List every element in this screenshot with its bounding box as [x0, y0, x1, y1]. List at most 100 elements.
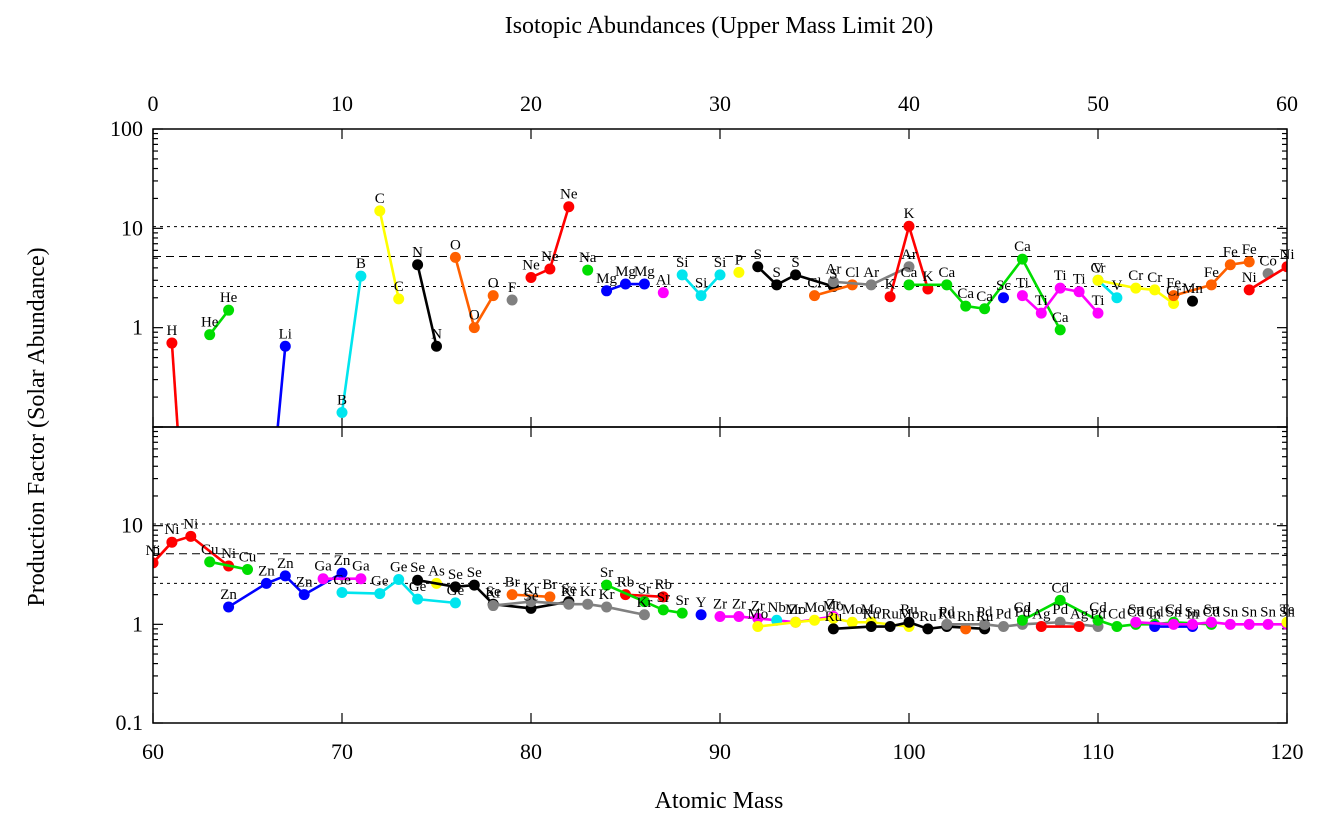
point-label: Ti: [1035, 293, 1048, 309]
point-label: Kr: [523, 582, 539, 598]
data-point: [941, 279, 953, 291]
point-label: Zr: [789, 602, 803, 618]
data-point: [487, 600, 499, 612]
point-label: Ru: [919, 609, 937, 625]
series-line: [378, 210, 400, 300]
data-point: [487, 290, 499, 302]
point-label: Li: [279, 326, 292, 342]
data-point: [374, 588, 386, 600]
data-point: [166, 536, 178, 548]
point-label: He: [220, 290, 238, 306]
data-point: [317, 573, 329, 585]
series-line: [606, 583, 683, 615]
point-label: Mo: [804, 600, 825, 616]
point-label: Zn: [220, 587, 237, 603]
data-point: [1016, 290, 1028, 302]
point-label: N: [431, 326, 442, 342]
point-label: Pd: [996, 607, 1012, 623]
point-label: Br: [505, 575, 520, 591]
data-point: [752, 621, 764, 633]
data-point: [412, 593, 424, 605]
data-point: [412, 574, 424, 586]
point-label: Ti: [1016, 276, 1029, 292]
point-label: Si: [676, 255, 689, 271]
point-label: Si: [695, 276, 708, 292]
point-label: He: [201, 315, 219, 331]
point-label: Kr: [561, 584, 577, 600]
point-label: Mo: [861, 602, 882, 618]
point-label: Na: [579, 250, 597, 266]
point-label: Sn: [1222, 604, 1238, 620]
point-label: Cd: [1089, 600, 1107, 616]
data-point: [563, 201, 575, 213]
point-label: Kr: [599, 587, 615, 603]
data-point: [1054, 594, 1066, 606]
x-tick-label: 30: [709, 91, 731, 116]
point-label: Zn: [296, 575, 313, 591]
data-point: [884, 621, 896, 633]
point-label: N: [412, 245, 423, 261]
data-point: [827, 276, 839, 288]
x-tick-label: 60: [1276, 91, 1298, 116]
data-point: [185, 530, 197, 542]
data-point: [260, 577, 272, 589]
point-label: Sr: [676, 593, 689, 609]
data-point: [336, 587, 348, 599]
point-label: Se: [467, 565, 482, 581]
point-label: Pd: [1052, 602, 1068, 618]
point-label: Mo: [842, 602, 863, 618]
point-label: Ca: [1052, 310, 1069, 326]
series-line: [493, 600, 645, 617]
point-label: Ti: [1054, 268, 1067, 284]
point-label: Fe: [1223, 245, 1238, 261]
data-point: [204, 329, 216, 341]
data-point: [657, 287, 669, 299]
point-label: Zr: [713, 597, 727, 613]
x-tick-label: 100: [893, 739, 926, 764]
data-point: [903, 220, 915, 232]
data-point: [601, 285, 613, 297]
data-point: [922, 623, 934, 635]
data-point: [638, 596, 650, 608]
point-label: K: [885, 277, 896, 293]
point-label: Cu: [201, 542, 219, 558]
data-point: [449, 251, 461, 263]
data-point: [1187, 618, 1198, 630]
data-point: [1281, 261, 1287, 273]
panel-frame: [152, 426, 1288, 724]
series-line: [417, 578, 570, 610]
point-label: S: [791, 255, 799, 271]
point-label: Ge: [409, 579, 427, 595]
x-tick-label: 110: [1082, 739, 1114, 764]
point-label: Sr: [600, 565, 613, 581]
point-label: V: [1111, 278, 1122, 294]
data-point: [1054, 282, 1066, 294]
data-point: [941, 618, 953, 630]
point-label: Ar: [863, 265, 879, 281]
point-label: C: [375, 191, 385, 207]
series-line: [153, 534, 230, 568]
point-label: Cr: [1128, 268, 1143, 284]
point-label: Rb: [655, 577, 673, 593]
data-point: [960, 623, 972, 635]
data-point: [336, 406, 348, 418]
series-line: [814, 283, 853, 297]
point-label: S: [829, 266, 837, 282]
point-label: Rh: [957, 609, 975, 625]
x-axis-label: Atomic Mass: [655, 788, 784, 814]
point-label: Mo: [823, 598, 844, 614]
point-label: Ag: [1070, 607, 1089, 623]
point-label: Ni: [1242, 270, 1257, 286]
point-label: Ni: [221, 546, 236, 562]
data-point: [1149, 284, 1161, 296]
series-line: [756, 265, 834, 288]
point-label: C: [394, 279, 404, 295]
data-point: [1016, 253, 1028, 265]
point-label: Ni: [183, 516, 198, 532]
series-line: [276, 346, 287, 427]
point-label: Cl: [807, 276, 821, 292]
data-point: [431, 340, 442, 352]
